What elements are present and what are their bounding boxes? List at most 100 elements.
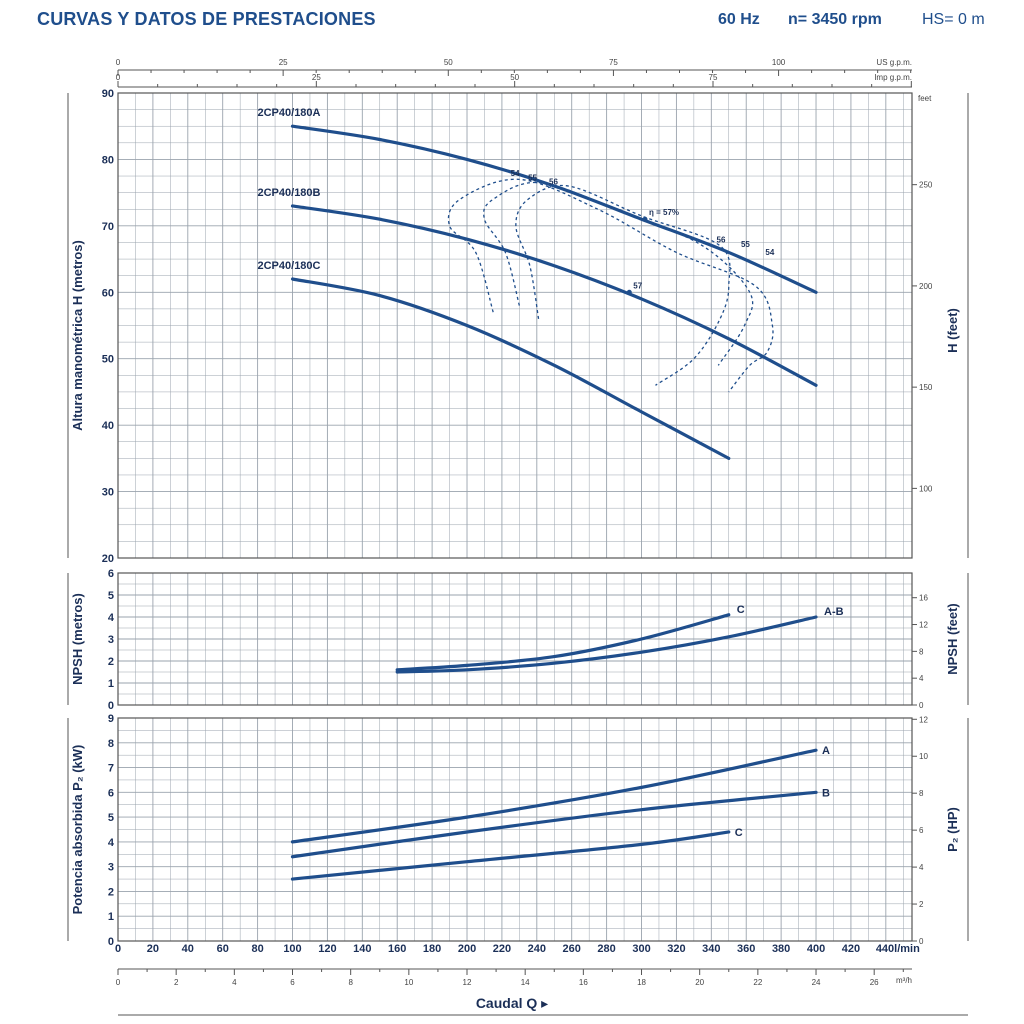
m3h-tick-label: 6 bbox=[290, 978, 295, 987]
head-series-label: 2CP40/180C bbox=[258, 260, 321, 272]
head-ytick-label: 50 bbox=[102, 354, 114, 366]
frequency-label: 60 Hz bbox=[718, 11, 760, 28]
m3h-tick-label: 26 bbox=[870, 978, 879, 987]
head-frame bbox=[117, 92, 913, 559]
power-ytick-label: 6 bbox=[108, 787, 114, 799]
m3h-tick-label: 0 bbox=[116, 978, 121, 987]
x-tick-label: 340 bbox=[702, 943, 720, 955]
x-tick-label: 140 bbox=[353, 943, 371, 955]
head-right-tick-label: 200 bbox=[919, 282, 933, 291]
x-tick-label: 420 bbox=[842, 943, 860, 955]
m3h-tick-label: 8 bbox=[348, 978, 353, 987]
m3h-tick-label: 18 bbox=[637, 978, 646, 987]
head-right-tick-label: 100 bbox=[919, 484, 933, 493]
x-tick-label: 360 bbox=[737, 943, 755, 955]
power-series-label: A bbox=[822, 745, 830, 757]
x-tick-label: 0 bbox=[115, 943, 121, 955]
npsh-ytick-label: 3 bbox=[108, 634, 114, 646]
us-gpm-tick-label: 0 bbox=[116, 58, 121, 67]
npsh-ytick-label: 5 bbox=[108, 590, 114, 602]
efficiency-label: 54 bbox=[765, 248, 774, 257]
head-ytick-label: 90 bbox=[102, 88, 114, 100]
power-right-tick-label: 2 bbox=[919, 900, 924, 909]
x-tick-label: 160 bbox=[388, 943, 406, 955]
x-tick-label: 380 bbox=[772, 943, 790, 955]
power-right-tick-label: 6 bbox=[919, 826, 924, 835]
imp-gpm-tick-label: 75 bbox=[709, 73, 718, 82]
npsh-right-tick-label: 0 bbox=[919, 701, 924, 710]
head-right-unit: feet bbox=[918, 94, 932, 103]
head-series-2CP40/180B bbox=[290, 204, 818, 387]
m3h-tick-label: 10 bbox=[404, 978, 413, 987]
x-tick-label: 320 bbox=[667, 943, 685, 955]
x-tick-label: 220 bbox=[493, 943, 511, 955]
imp-gpm-tick-label: 0 bbox=[116, 73, 121, 82]
head-ylabel: Altura manométrica H (metros) bbox=[70, 240, 85, 431]
power-series-B bbox=[290, 790, 818, 859]
power-ylabel: Potencia absorbida P₂ (kW) bbox=[70, 745, 85, 915]
m3h-tick-label: 14 bbox=[521, 978, 530, 987]
x-tick-label: 80 bbox=[251, 943, 263, 955]
efficiency-point bbox=[626, 289, 632, 295]
efficiency-label: 55 bbox=[528, 174, 537, 183]
m3h-unit: m³/h bbox=[896, 976, 912, 985]
m3h-tick-label: 2 bbox=[174, 978, 179, 987]
power-frame bbox=[117, 717, 913, 942]
x-axis-title: Caudal Q ▸ bbox=[476, 995, 548, 1011]
x-tick-label: 60 bbox=[217, 943, 229, 955]
speed-label: n= 3450 rpm bbox=[788, 11, 882, 28]
x-tick-label: 400 bbox=[807, 943, 825, 955]
head-ylabel-right: H (feet) bbox=[945, 308, 960, 353]
us-gpm-tick-label: 25 bbox=[279, 58, 288, 67]
x-tick-label: 20 bbox=[147, 943, 159, 955]
x-tick-label: 200 bbox=[458, 943, 476, 955]
us-gpm-tick-label: 50 bbox=[444, 58, 453, 67]
npsh-ytick-label: 2 bbox=[108, 656, 114, 668]
power-ytick-label: 9 bbox=[108, 713, 114, 725]
npsh-series-A-B bbox=[395, 615, 818, 674]
imp-gpm-tick-label: 50 bbox=[510, 73, 519, 82]
head-series-2CP40/180C bbox=[290, 277, 731, 460]
efficiency-label: 56 bbox=[717, 235, 726, 244]
hs-label: HS= 0 m bbox=[922, 11, 985, 28]
power-right-tick-label: 4 bbox=[919, 863, 924, 872]
head-ytick-label: 80 bbox=[102, 154, 114, 166]
m3h-tick-label: 22 bbox=[753, 978, 762, 987]
x-tick-label: 240 bbox=[528, 943, 546, 955]
efficiency-contour-54 bbox=[447, 178, 774, 393]
head-series-2CP40/180A bbox=[290, 124, 818, 294]
npsh-right-tick-label: 4 bbox=[919, 674, 924, 683]
efficiency-point-label: 57 bbox=[633, 281, 642, 290]
us-gpm-unit: US g.p.m. bbox=[876, 58, 912, 67]
power-right-tick-label: 12 bbox=[919, 715, 928, 724]
power-ytick-label: 4 bbox=[108, 837, 115, 849]
npsh-right-tick-label: 16 bbox=[919, 594, 928, 603]
x-tick-label: 260 bbox=[563, 943, 581, 955]
npsh-ytick-label: 0 bbox=[108, 700, 114, 712]
power-right-tick-label: 8 bbox=[919, 789, 924, 798]
power-ytick-label: 8 bbox=[108, 738, 114, 750]
page-header: CURVAS Y DATOS DE PRESTACIONES 60 Hz n= … bbox=[0, 0, 1024, 44]
head-series-label: 2CP40/180B bbox=[258, 187, 321, 199]
x-tick-label: 120 bbox=[318, 943, 336, 955]
us-gpm-tick-label: 75 bbox=[609, 58, 618, 67]
x-tick-label: 440l/min bbox=[876, 943, 920, 955]
page-title: CURVAS Y DATOS DE PRESTACIONES bbox=[37, 9, 376, 29]
power-ytick-label: 0 bbox=[108, 936, 114, 948]
m3h-tick-label: 4 bbox=[232, 978, 237, 987]
m3h-tick-label: 16 bbox=[579, 978, 588, 987]
power-ytick-label: 2 bbox=[108, 886, 114, 898]
head-series-label: 2CP40/180A bbox=[258, 107, 321, 119]
npsh-frame bbox=[117, 572, 913, 706]
head-right-tick-label: 150 bbox=[919, 383, 933, 392]
npsh-ytick-label: 4 bbox=[108, 612, 115, 624]
efficiency-point-label: η = 57% bbox=[649, 208, 679, 217]
power-ytick-label: 5 bbox=[108, 812, 114, 824]
power-ytick-label: 1 bbox=[108, 911, 114, 923]
head-ytick-label: 60 bbox=[102, 287, 114, 299]
efficiency-label: 55 bbox=[741, 240, 750, 249]
head-ytick-label: 20 bbox=[102, 553, 114, 565]
efficiency-label: 54 bbox=[511, 169, 520, 178]
power-grid bbox=[117, 717, 913, 942]
